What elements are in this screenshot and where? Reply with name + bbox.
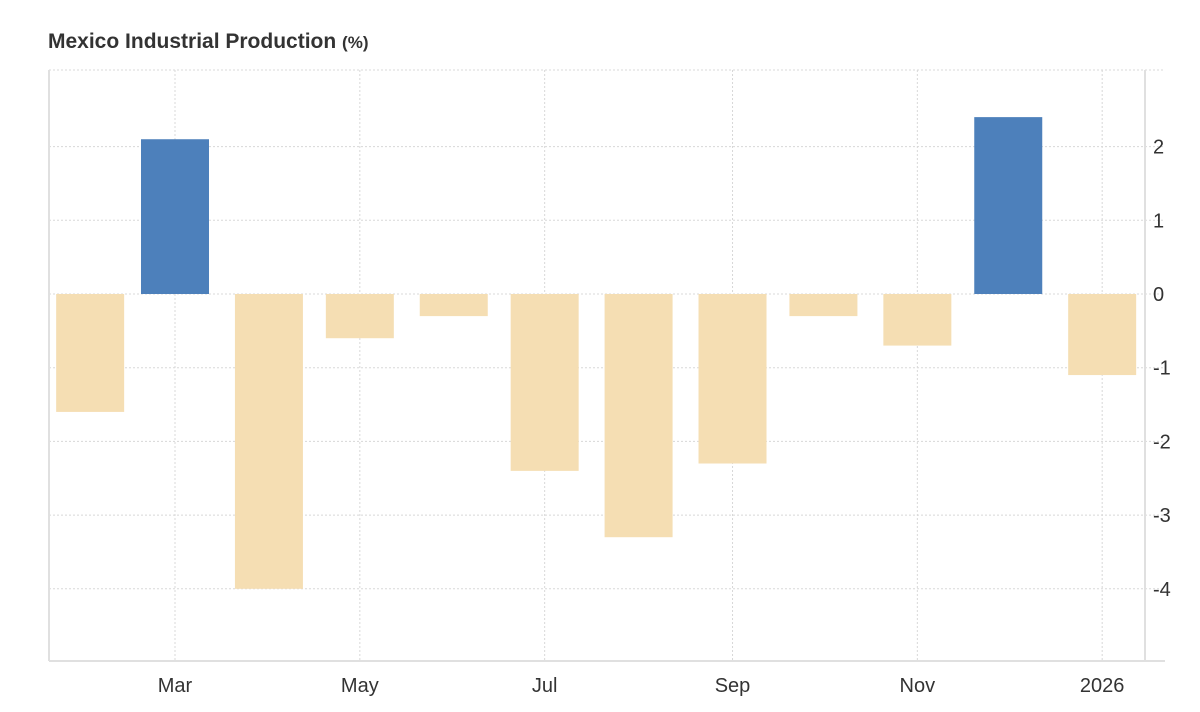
bar-2025-08	[604, 294, 673, 538]
bar-2025-10	[789, 294, 858, 317]
bar-2025-11	[883, 294, 952, 346]
y-tick-label: 1	[1153, 210, 1164, 232]
y-tick-label: 0	[1153, 284, 1164, 306]
x-tick-label: 2026	[1080, 675, 1125, 697]
x-tick-label: May	[341, 675, 379, 697]
bar-2025-03	[141, 139, 209, 294]
y-tick-label: -1	[1153, 358, 1171, 380]
y-tick-label: -3	[1153, 505, 1171, 527]
x-tick-label: Sep	[715, 675, 751, 697]
bar-2025-05	[325, 294, 394, 339]
chart-title-text: Mexico Industrial Production	[48, 30, 337, 53]
bar-2026-01	[1068, 294, 1137, 376]
y-tick-label: -4	[1153, 579, 1171, 601]
bar-2025-04	[234, 294, 303, 589]
chart-unit: (%)	[342, 33, 369, 52]
x-tick-label: Nov	[900, 675, 936, 697]
x-tick-label: Jul	[532, 675, 558, 697]
y-tick-label: 2	[1153, 137, 1164, 159]
x-tick-label: Mar	[158, 675, 193, 697]
bar-2025-07	[510, 294, 579, 471]
chart-title: Mexico Industrial Production (%)	[48, 30, 369, 54]
bar-2025-02	[56, 294, 125, 412]
bar-2025-09	[698, 294, 767, 464]
bar-2025-12	[974, 117, 1043, 295]
y-tick-label: -2	[1153, 431, 1171, 453]
bar-2025-06	[419, 294, 488, 317]
